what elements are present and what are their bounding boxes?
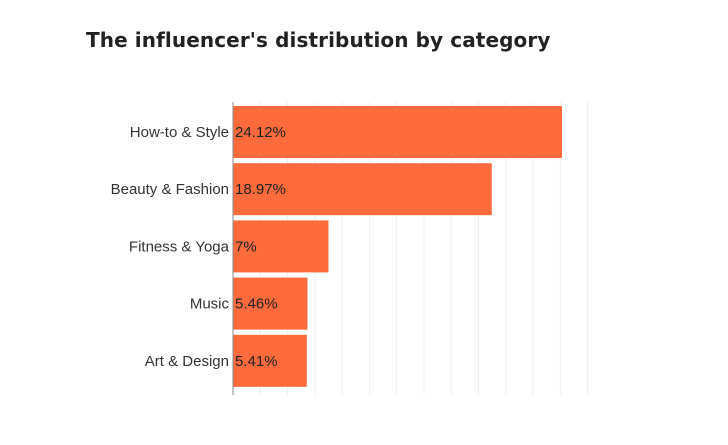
category-labels: How-to & Style Beauty & Fashion Fitness & … <box>111 124 230 370</box>
bar-how-to-style <box>233 106 562 158</box>
category-label-beauty-fashion: Beauty & Fashion <box>111 181 229 198</box>
chart-title: The influencer's distribution by categor… <box>86 28 551 52</box>
category-label-how-to-style: How-to & Style <box>130 124 229 141</box>
bar-music <box>233 277 308 330</box>
category-label-fitness-yoga: Fitness & Yoga <box>129 238 230 255</box>
bars <box>233 106 562 387</box>
value-label-beauty-fashion: 18.97% <box>235 181 286 198</box>
value-labels: 24.12% 18.97% 7% 5.46% 5.41% <box>235 124 286 370</box>
category-label-music: Music <box>190 296 230 313</box>
value-label-art-design: 5.41% <box>235 353 278 370</box>
value-label-fitness-yoga: 7% <box>235 238 257 255</box>
value-label-how-to-style: 24.12% <box>235 124 286 141</box>
category-label-art-design: Art & Design <box>145 353 229 370</box>
bar-art-design <box>233 334 307 387</box>
value-label-music: 5.46% <box>235 296 278 313</box>
bar-fitness-yoga <box>233 220 329 273</box>
bar-beauty-fashion <box>233 163 492 216</box>
